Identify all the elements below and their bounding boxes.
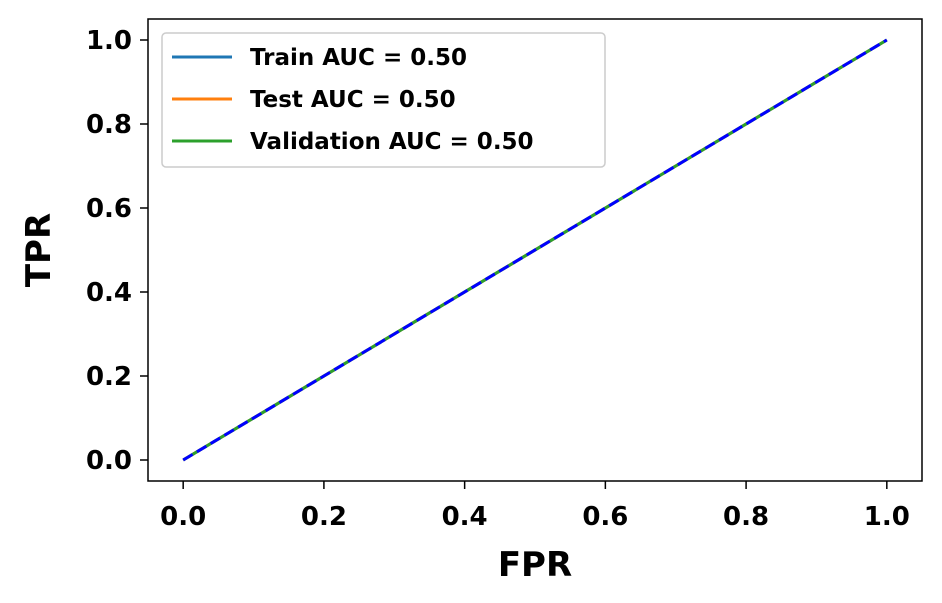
legend-label-1: Train AUC = 0.50 <box>250 45 467 71</box>
x-tick-label: 0.6 <box>582 502 628 532</box>
x-tick-label: 0.8 <box>723 502 769 532</box>
x-tick-label: 0.0 <box>160 502 206 532</box>
y-tick-label: 1.0 <box>86 26 132 56</box>
plot-frame <box>147 18 923 482</box>
reference-line <box>182 38 888 462</box>
legend-label-2: Test AUC = 0.50 <box>250 87 456 113</box>
y-tick-label: 0.2 <box>86 362 132 392</box>
y-tick-label: 0.8 <box>86 110 132 140</box>
y-tick-label: 0.6 <box>86 194 132 224</box>
legend-frame <box>161 32 606 168</box>
x-tick-label: 0.2 <box>301 502 347 532</box>
series-layer <box>182 38 888 462</box>
y-axis-ticks: 0.0 0.2 0.4 0.6 0.8 1.0 <box>86 26 148 476</box>
x-axis-ticks: 0.0 0.2 0.4 0.6 0.8 1.0 <box>160 481 910 532</box>
x-tick-label: 1.0 <box>864 502 910 532</box>
y-tick-label: 0.4 <box>86 278 132 308</box>
x-axis-label: FPR <box>498 545 572 585</box>
y-tick-label: 0.0 <box>86 446 132 476</box>
x-tick-label: 0.4 <box>442 502 488 532</box>
legend: Train AUC = 0.50 Test AUC = 0.50 Validatio… <box>161 32 606 168</box>
legend-label-3: Validation AUC = 0.50 <box>250 129 534 155</box>
y-axis-label: TPR <box>19 213 59 287</box>
